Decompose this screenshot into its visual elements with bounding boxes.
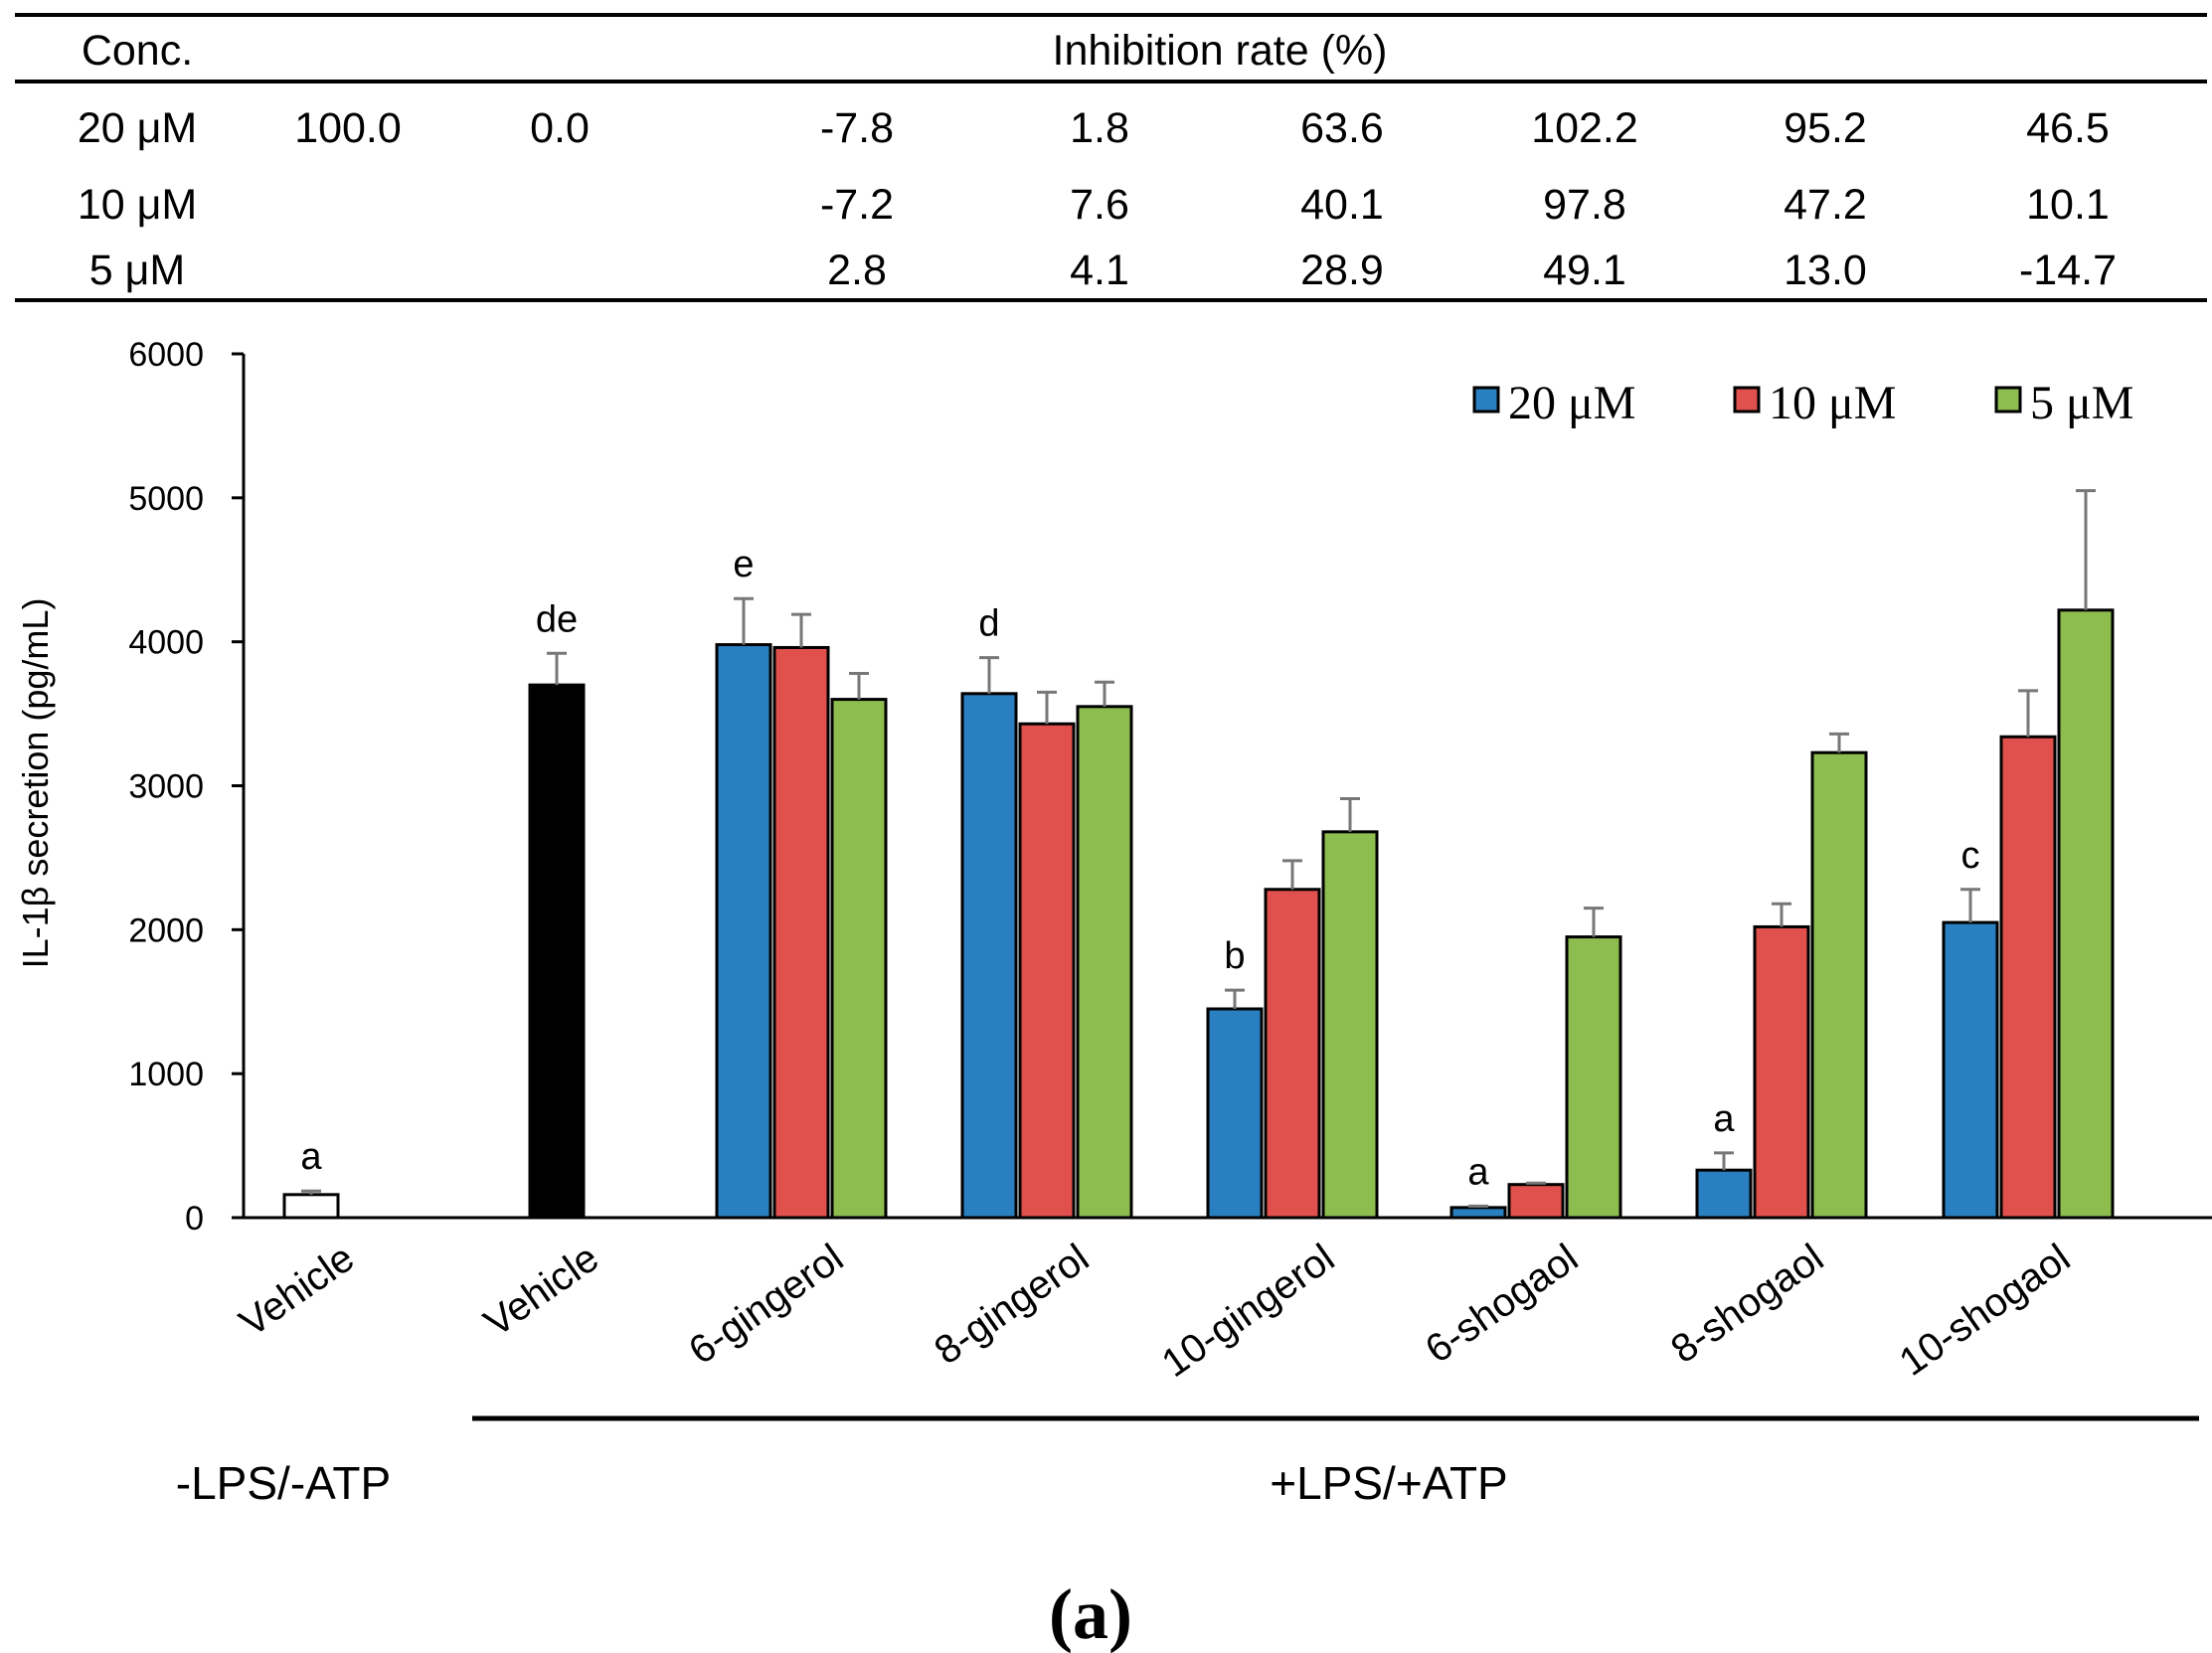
panel-label: (a) <box>1049 1574 1132 1653</box>
bar-20uM <box>1206 1007 1264 1220</box>
bar-20uM <box>1942 920 1999 1220</box>
table-cell: 28.9 <box>1300 247 1384 294</box>
bar-20uM <box>1449 1206 1507 1220</box>
bar-5uM <box>1565 935 1622 1220</box>
significance-label: a <box>1467 1151 1489 1193</box>
plot-area: a de e d b a a c <box>282 489 2115 1220</box>
x-tick-label: 10-gingerol <box>1154 1236 1342 1386</box>
table-cell: 63.6 <box>1300 104 1384 152</box>
table-conc-cell: 5 μM <box>89 247 185 294</box>
table-cell: 46.5 <box>2026 104 2110 152</box>
significance-label: a <box>300 1136 322 1178</box>
y-tick-label: 3000 <box>128 768 204 806</box>
significance-label: c <box>1961 835 1980 877</box>
y-tick-label: 1000 <box>128 1056 204 1093</box>
control-bar <box>282 1193 340 1220</box>
table-cell: 100.0 <box>294 104 402 152</box>
table-cell: 49.1 <box>1543 247 1626 294</box>
y-tick-label: 0 <box>185 1200 204 1238</box>
bar-5uM <box>830 698 888 1220</box>
bar-10uM <box>772 645 830 1220</box>
table-cell: 7.6 <box>1070 181 1129 229</box>
y-tick-label: 6000 <box>128 336 204 374</box>
table-cell: 95.2 <box>1784 104 1867 152</box>
table-cell: 4.1 <box>1070 247 1129 294</box>
y-tick-label: 2000 <box>128 911 204 949</box>
table-cell: 40.1 <box>1300 181 1384 229</box>
bar-20uM <box>1695 1168 1753 1220</box>
legend-label: 20 μM <box>1508 377 1635 429</box>
table-conc-cell: 10 μM <box>78 181 197 229</box>
bar-5uM <box>1810 750 1868 1220</box>
table-cell: 13.0 <box>1784 247 1867 294</box>
y-tick-label: 4000 <box>128 624 204 662</box>
legend-label: 10 μM <box>1769 377 1896 429</box>
legend: 20 μM 10 μM 5 μM <box>1472 377 2133 429</box>
y-axis: 0 1000 2000 3000 4000 5000 6000 <box>128 336 2212 1238</box>
group-label-control: -LPS/-ATP <box>176 1457 391 1509</box>
table-cell: 10.1 <box>2026 181 2110 229</box>
bar-10uM <box>1018 722 1076 1220</box>
x-tick-label: Vehicle <box>232 1236 362 1345</box>
legend-label: 5 μM <box>2030 377 2133 429</box>
table-cell: 97.8 <box>1543 181 1626 229</box>
bar-5uM <box>1321 830 1379 1220</box>
x-tick-label: 8-shogaol <box>1663 1236 1831 1372</box>
y-tick-label: 5000 <box>128 480 204 518</box>
x-axis-labels: Vehicle Vehicle 6-gingerol 8-gingerol 10-gin… <box>232 1236 2078 1386</box>
table-cell: 47.2 <box>1784 181 1867 229</box>
bar-20uM <box>960 692 1018 1220</box>
table-cell: -7.8 <box>820 104 894 152</box>
table-conc-cell: 20 μM <box>78 104 197 152</box>
bar-5uM <box>1076 705 1133 1220</box>
table-cell: -7.2 <box>820 181 894 229</box>
x-tick-label: 8-gingerol <box>927 1236 1097 1373</box>
control-bar <box>528 683 586 1220</box>
table-conc-header: Conc. <box>82 27 193 75</box>
significance-label: b <box>1224 935 1245 977</box>
table-cell: -14.7 <box>2019 247 2117 294</box>
group-label-treatment: +LPS/+ATP <box>1270 1457 1508 1509</box>
bar-10uM <box>1264 888 1321 1220</box>
y-axis-label: IL-1β secretion (pg/mL) <box>15 598 56 969</box>
bar-10uM <box>1753 924 1810 1220</box>
table-rate-header: Inhibition rate (%) <box>1053 27 1388 75</box>
bar-10uM <box>1999 735 2057 1220</box>
legend-swatch <box>1994 386 2022 413</box>
table-cell: 1.8 <box>1070 104 1129 152</box>
table-cell: 0.0 <box>530 104 590 152</box>
bar-10uM <box>1507 1183 1565 1220</box>
legend-swatch <box>1733 386 1761 413</box>
x-tick-label: Vehicle <box>476 1236 606 1345</box>
x-tick-label: 6-shogaol <box>1418 1236 1586 1372</box>
significance-label: de <box>536 598 578 640</box>
significance-label: e <box>733 544 754 585</box>
table-cell: 2.8 <box>827 247 887 294</box>
x-tick-label: 6-gingerol <box>681 1236 851 1373</box>
significance-label: a <box>1713 1098 1735 1140</box>
table-cell: 102.2 <box>1531 104 1638 152</box>
table-body: 20 μM 100.0 0.0 -7.8 1.8 63.6 102.2 95.2 46.5 10 … <box>78 104 2117 294</box>
bar-5uM <box>2057 608 2115 1220</box>
bar-20uM <box>715 643 772 1220</box>
significance-label: d <box>978 603 999 645</box>
legend-swatch <box>1472 386 1500 413</box>
x-tick-label: 10-shogaol <box>1892 1236 2078 1385</box>
